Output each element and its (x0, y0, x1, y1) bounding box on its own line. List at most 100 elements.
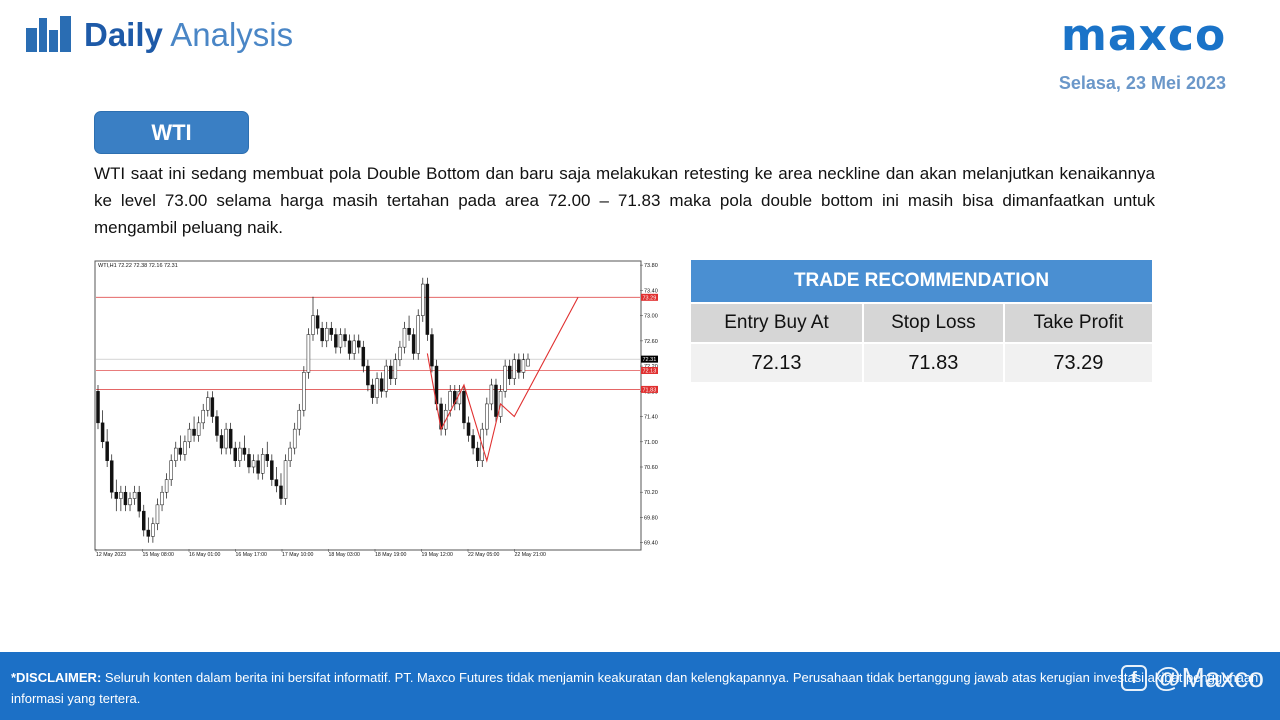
disclaimer-label: *DISCLAIMER: (11, 670, 102, 685)
candle-body (265, 454, 270, 461)
candle-body (151, 523, 155, 537)
candle-body (503, 365, 507, 392)
instrument-badge: WTI (94, 111, 249, 154)
candle-body (206, 397, 210, 411)
candle-body (471, 435, 475, 449)
candle-body (352, 340, 356, 354)
candle-body (338, 334, 343, 348)
entry-header: Entry Buy At (691, 304, 862, 342)
plot-frame (94, 260, 642, 551)
x-tick-label: 22 May 21:00 (515, 552, 547, 558)
x-tick-label: 18 May 19:00 (375, 552, 407, 558)
entry-value: 72.13 (691, 344, 862, 382)
price-tag-box (641, 385, 658, 393)
page-title: Daily Analysis (84, 15, 293, 55)
candle-body (192, 428, 196, 436)
x-tick-label: 16 May 01:00 (189, 552, 221, 558)
candle-body (247, 454, 251, 468)
candle-body (489, 384, 494, 405)
candle-body (421, 283, 425, 316)
x-tick-label: 16 May 17:00 (236, 552, 268, 558)
candle-body (238, 447, 242, 461)
y-tick-label: 73.00 (644, 314, 658, 320)
price-chart-svg: WTI,H1 72.22 72.38 72.16 72.31 73.80 73.4… (94, 260, 658, 558)
candle-body (123, 491, 128, 506)
social-handle-block[interactable]: f @Maxco (1121, 662, 1264, 694)
candle-body (109, 460, 114, 493)
title-light: Analysis (170, 16, 294, 53)
x-tick-label: 19 May 12:00 (422, 552, 454, 558)
candle-body (306, 334, 311, 373)
candle-body (270, 460, 274, 480)
take-profit-value: 73.29 (1004, 344, 1152, 382)
candle-body (366, 365, 370, 386)
candle-body (512, 359, 517, 379)
take-profit-header: Take Profit (1004, 304, 1152, 342)
candle-body (228, 428, 233, 449)
candle-body (485, 403, 489, 430)
candle-body (320, 327, 324, 342)
y-tick-label: 69.40 (644, 541, 658, 547)
price-tag-box (641, 355, 658, 363)
candle-body (315, 315, 320, 329)
stop-loss-header: Stop Loss (863, 304, 1003, 342)
x-tick-label: 18 May 03:00 (329, 552, 361, 558)
trade-table-title: TRADE RECOMMENDATION (691, 260, 1152, 302)
social-icon: f (1121, 665, 1148, 691)
candle-body (517, 359, 521, 373)
report-date: Selasa, 23 Mei 2023 (1058, 73, 1226, 93)
y-tick-label: 71.00 (644, 440, 658, 446)
candle-body (119, 491, 123, 499)
candle-body (174, 447, 178, 461)
x-tick-label: 22 May 05:00 (468, 552, 500, 558)
candle-body (201, 409, 205, 424)
candle-body (100, 422, 105, 443)
candle-body (219, 435, 224, 449)
candle-body (416, 315, 420, 354)
candle-body (132, 491, 137, 499)
price-chart: WTI,H1 72.22 72.38 72.16 72.31 73.80 73.4… (92, 258, 668, 560)
candle-body (302, 372, 306, 411)
candle-body (389, 365, 393, 379)
y-tick-label: 71.40 (644, 415, 658, 421)
candle-body (178, 447, 183, 455)
candle-body (169, 460, 173, 480)
y-tick-label: 73.40 (644, 288, 658, 294)
candle-body (251, 460, 256, 468)
candle-body (292, 428, 297, 449)
candle-body (215, 416, 219, 436)
candle-body (398, 346, 402, 361)
candle-body (407, 327, 411, 335)
candle-body (233, 447, 237, 461)
disclaimer-body: Seluruh konten dalam berita ini bersifat… (11, 670, 1259, 706)
candle-body (260, 454, 265, 474)
candle-body (521, 359, 526, 373)
candle-body (494, 384, 498, 417)
daily-analysis-logo (26, 16, 72, 52)
title-bold: Daily (84, 16, 163, 53)
candle-body (475, 447, 480, 461)
candle-body (370, 384, 375, 398)
candle-body (462, 391, 466, 424)
symbol-label: WTI,H1 72.22 72.38 72.16 72.31 (98, 263, 178, 269)
candle-body (288, 447, 292, 461)
candle-body (393, 359, 398, 379)
candle-body (430, 334, 434, 367)
candle-body (379, 378, 384, 392)
candle-body (453, 391, 457, 405)
candle-body (356, 340, 361, 348)
candle-body (329, 327, 334, 335)
footer-bar: *DISCLAIMER: Seluruh konten dalam berita… (0, 652, 1280, 720)
candle-body (402, 327, 407, 348)
candle-body (361, 346, 366, 367)
candle-body (324, 327, 329, 342)
price-tag-label: 72.31 (643, 357, 657, 363)
candle-body (297, 409, 302, 430)
candle-body (448, 391, 452, 411)
x-tick-label: 17 May 10:00 (282, 552, 314, 558)
candle-body (164, 479, 169, 493)
price-tag-label: 71.83 (643, 387, 657, 393)
candle-body (196, 422, 201, 436)
double-bottom-pattern-line (426, 297, 579, 463)
y-tick-label: 73.80 (644, 263, 658, 269)
